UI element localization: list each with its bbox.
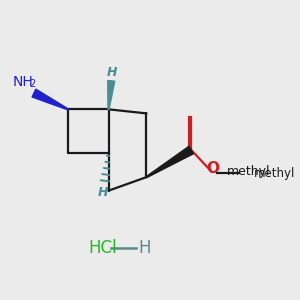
Polygon shape bbox=[32, 89, 68, 110]
Text: H: H bbox=[106, 66, 117, 79]
Text: H: H bbox=[138, 238, 151, 256]
Text: HCl: HCl bbox=[88, 238, 117, 256]
Text: O: O bbox=[206, 161, 219, 176]
Polygon shape bbox=[108, 80, 115, 110]
Text: NH: NH bbox=[12, 75, 33, 89]
Text: methyl: methyl bbox=[227, 165, 271, 178]
Text: H: H bbox=[98, 185, 108, 199]
Text: 2: 2 bbox=[29, 79, 36, 89]
Text: O: O bbox=[0, 299, 1, 300]
Text: methyl: methyl bbox=[254, 167, 295, 179]
Polygon shape bbox=[146, 146, 194, 178]
